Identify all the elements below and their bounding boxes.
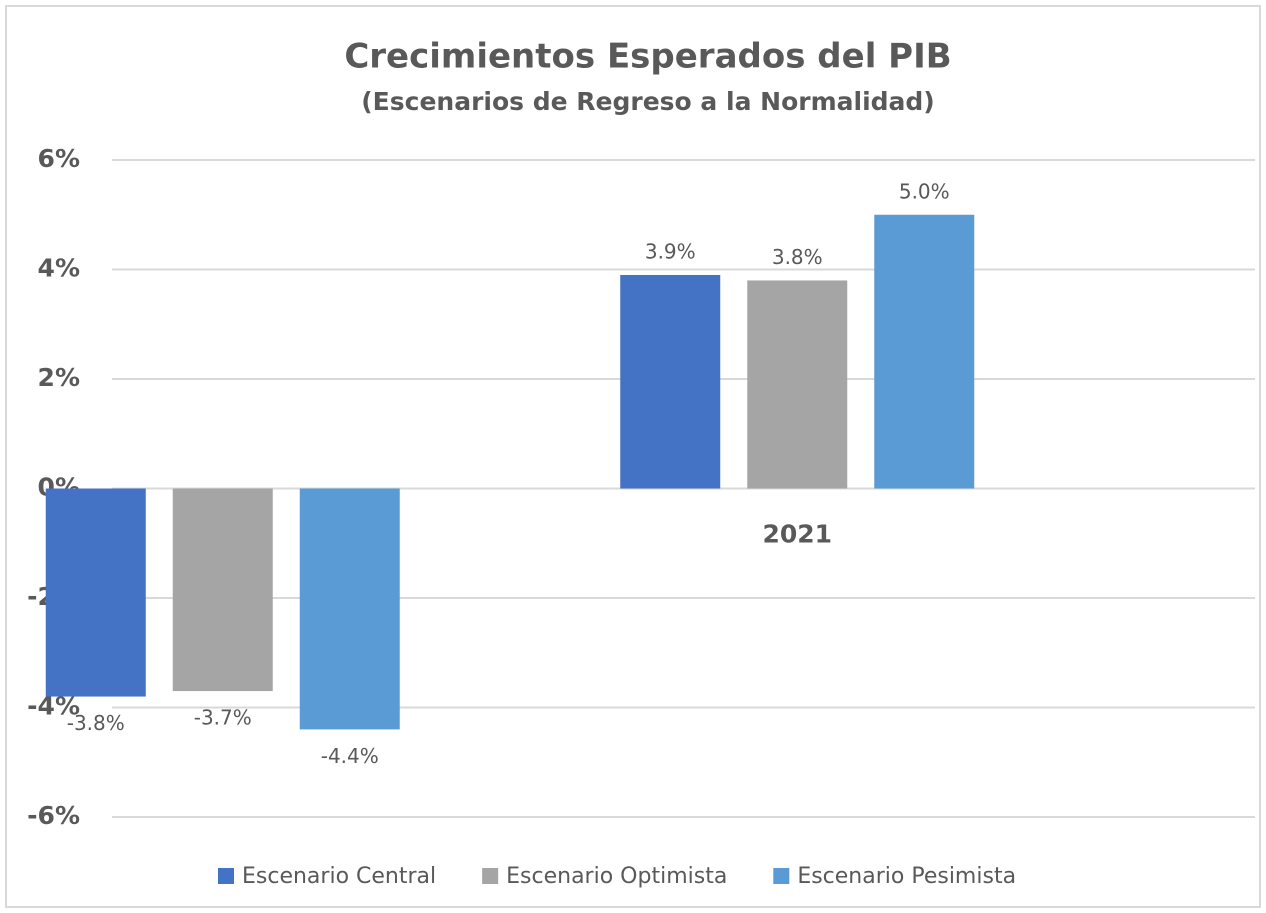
chart-subtitle: (Escenarios de Regreso a la Normalidad) bbox=[361, 87, 934, 116]
value-label: -3.8% bbox=[67, 711, 125, 735]
y-tick-label: 4% bbox=[38, 254, 80, 283]
legend-swatch bbox=[218, 868, 234, 884]
y-tick-label: -6% bbox=[27, 801, 80, 830]
y-tick-label: 6% bbox=[38, 144, 80, 173]
bar bbox=[620, 274, 721, 489]
legend-label: Escenario Optimista bbox=[506, 864, 727, 889]
x-tick-label: 2021 bbox=[762, 520, 832, 549]
bar bbox=[747, 280, 848, 489]
bar bbox=[874, 214, 975, 489]
value-label: -3.7% bbox=[194, 706, 252, 730]
value-label: 3.9% bbox=[645, 239, 696, 263]
value-label: 3.8% bbox=[772, 245, 823, 269]
legend-label: Escenario Central bbox=[242, 864, 436, 889]
y-tick-label: 2% bbox=[38, 363, 80, 392]
bar bbox=[172, 488, 273, 692]
legend-swatch bbox=[773, 868, 790, 884]
bar bbox=[299, 488, 400, 730]
chart-title: Crecimientos Esperados del PIB bbox=[344, 37, 951, 77]
value-label: 5.0% bbox=[899, 179, 950, 203]
legend-label: Escenario Pesimista bbox=[797, 864, 1016, 889]
legend-swatch bbox=[482, 868, 499, 884]
bar bbox=[45, 488, 146, 697]
value-label: -4.4% bbox=[321, 744, 379, 768]
